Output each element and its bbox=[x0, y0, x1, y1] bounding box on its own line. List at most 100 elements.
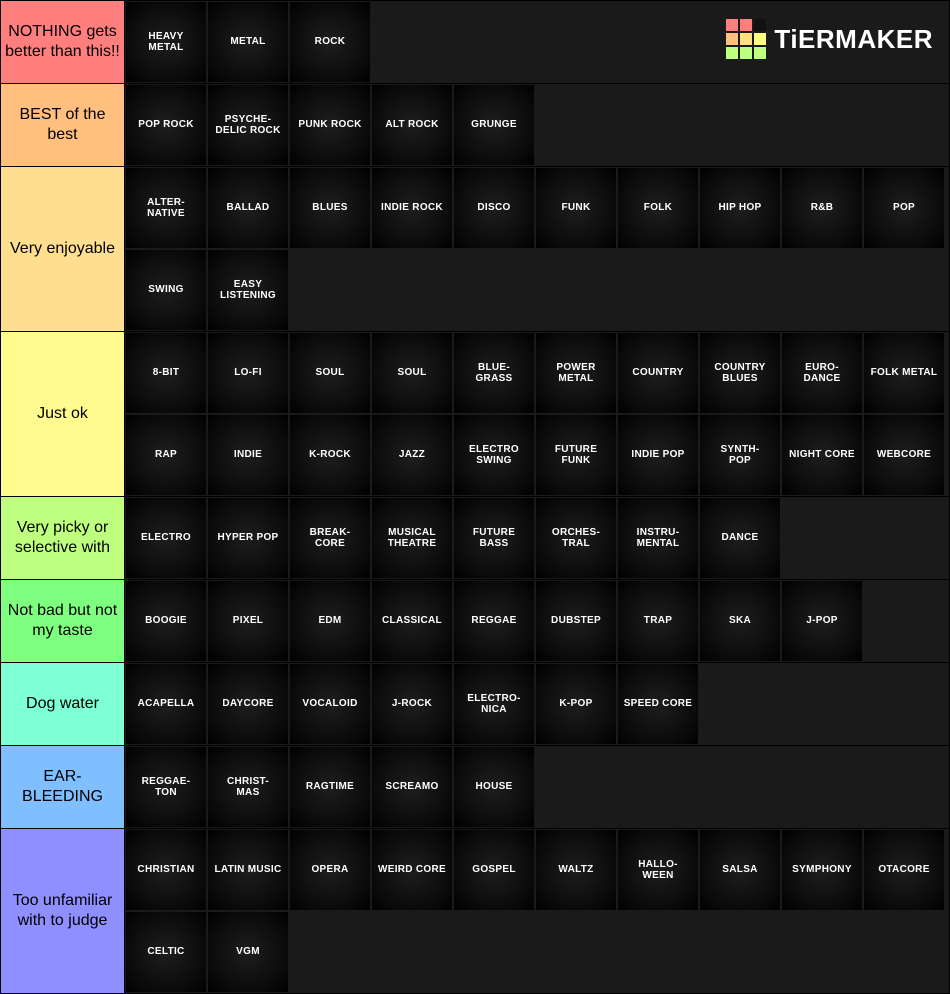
genre-tile[interactable]: RAP bbox=[126, 415, 206, 495]
genre-tile[interactable]: HYPER POP bbox=[208, 498, 288, 578]
genre-tile[interactable]: EASY LISTENING bbox=[208, 250, 288, 330]
genre-tile[interactable]: J-POP bbox=[782, 581, 862, 661]
genre-tile[interactable]: VGM bbox=[208, 912, 288, 992]
tier-label[interactable]: Dog water bbox=[1, 663, 125, 745]
tier-items[interactable]: BOOGIEPIXELEDMCLASSICALREGGAEDUBSTEPTRAP… bbox=[125, 580, 949, 662]
genre-tile[interactable]: SCREAMO bbox=[372, 747, 452, 827]
genre-tile[interactable]: INSTRU-MENTAL bbox=[618, 498, 698, 578]
genre-tile[interactable]: JAZZ bbox=[372, 415, 452, 495]
genre-tile[interactable]: SWING bbox=[126, 250, 206, 330]
tier-label[interactable]: Very enjoyable bbox=[1, 167, 125, 331]
genre-tile[interactable]: POP bbox=[864, 168, 944, 248]
genre-tile[interactable]: POWER METAL bbox=[536, 333, 616, 413]
genre-tile[interactable]: EURO-DANCE bbox=[782, 333, 862, 413]
genre-tile[interactable]: INDIE POP bbox=[618, 415, 698, 495]
genre-tile[interactable]: NIGHT CORE bbox=[782, 415, 862, 495]
genre-tile[interactable]: ELECTRO SWING bbox=[454, 415, 534, 495]
genre-tile[interactable]: VOCALOID bbox=[290, 664, 370, 744]
genre-tile[interactable]: GRUNGE bbox=[454, 85, 534, 165]
genre-tile[interactable]: METAL bbox=[208, 2, 288, 82]
genre-tile[interactable]: LATIN MUSIC bbox=[208, 830, 288, 910]
tier-items[interactable]: REGGAE-TONCHRIST-MASRAGTIMESCREAMOHOUSE bbox=[125, 746, 949, 828]
genre-tile[interactable]: J-ROCK bbox=[372, 664, 452, 744]
genre-tile[interactable]: PUNK ROCK bbox=[290, 85, 370, 165]
genre-tile[interactable]: MUSICAL THEATRE bbox=[372, 498, 452, 578]
tier-label[interactable]: BEST of the best bbox=[1, 84, 125, 166]
genre-tile[interactable]: PIXEL bbox=[208, 581, 288, 661]
tiermaker-logo[interactable]: TiERMAKER bbox=[726, 19, 933, 59]
genre-tile[interactable]: WALTZ bbox=[536, 830, 616, 910]
genre-tile[interactable]: FOLK METAL bbox=[864, 333, 944, 413]
genre-tile[interactable]: HALLO-WEEN bbox=[618, 830, 698, 910]
tier-label[interactable]: Not bad but not my taste bbox=[1, 580, 125, 662]
genre-tile[interactable]: BALLAD bbox=[208, 168, 288, 248]
tier-label[interactable]: Very picky or selective with bbox=[1, 497, 125, 579]
genre-tile[interactable]: HIP HOP bbox=[700, 168, 780, 248]
genre-tile[interactable]: FUTURE BASS bbox=[454, 498, 534, 578]
tier-label[interactable]: EAR-BLEEDING bbox=[1, 746, 125, 828]
genre-tile[interactable]: INDIE bbox=[208, 415, 288, 495]
genre-tile[interactable]: COUNTRY BLUES bbox=[700, 333, 780, 413]
genre-tile[interactable]: ORCHES-TRAL bbox=[536, 498, 616, 578]
genre-tile[interactable]: TRAP bbox=[618, 581, 698, 661]
genre-tile[interactable]: 8-BIT bbox=[126, 333, 206, 413]
genre-tile[interactable]: CELTIC bbox=[126, 912, 206, 992]
genre-tile[interactable]: REGGAE-TON bbox=[126, 747, 206, 827]
tier-items[interactable]: CHRISTIANLATIN MUSICOPERAWEIRD COREGOSPE… bbox=[125, 829, 949, 993]
tier-label[interactable]: Too unfamiliar with to judge bbox=[1, 829, 125, 993]
genre-tile[interactable]: POP ROCK bbox=[126, 85, 206, 165]
genre-tile[interactable]: WEIRD CORE bbox=[372, 830, 452, 910]
genre-tile[interactable]: OPERA bbox=[290, 830, 370, 910]
genre-tile[interactable]: FUTURE FUNK bbox=[536, 415, 616, 495]
genre-tile[interactable]: ACAPELLA bbox=[126, 664, 206, 744]
genre-tile[interactable]: CHRIST-MAS bbox=[208, 747, 288, 827]
genre-tile[interactable]: DAYCORE bbox=[208, 664, 288, 744]
genre-tile[interactable]: SKA bbox=[700, 581, 780, 661]
genre-tile[interactable]: FUNK bbox=[536, 168, 616, 248]
genre-tile[interactable]: K-ROCK bbox=[290, 415, 370, 495]
genre-tile[interactable]: DISCO bbox=[454, 168, 534, 248]
genre-tile[interactable]: BLUES bbox=[290, 168, 370, 248]
tier-items[interactable]: 8-BITLO-FISOULSOULBLUE-GRASSPOWER METALC… bbox=[125, 332, 949, 496]
genre-tile[interactable]: HOUSE bbox=[454, 747, 534, 827]
genre-tile[interactable]: ELECTRO bbox=[126, 498, 206, 578]
genre-tile[interactable]: ROCK bbox=[290, 2, 370, 82]
tier-label[interactable]: NOTHING gets better than this!! bbox=[1, 1, 125, 83]
genre-tile[interactable]: COUNTRY bbox=[618, 333, 698, 413]
genre-tile[interactable]: REGGAE bbox=[454, 581, 534, 661]
genre-tile[interactable]: GOSPEL bbox=[454, 830, 534, 910]
genre-tile[interactable]: ALT ROCK bbox=[372, 85, 452, 165]
genre-tile[interactable]: ELECTRO-NICA bbox=[454, 664, 534, 744]
genre-tile[interactable]: BOOGIE bbox=[126, 581, 206, 661]
genre-tile[interactable]: FOLK bbox=[618, 168, 698, 248]
genre-tile[interactable]: ALTER-NATIVE bbox=[126, 168, 206, 248]
genre-tile[interactable]: SYNTH-POP bbox=[700, 415, 780, 495]
genre-tile[interactable]: RAGTIME bbox=[290, 747, 370, 827]
genre-tile[interactable]: SOUL bbox=[290, 333, 370, 413]
genre-tile[interactable]: HEAVY METAL bbox=[126, 2, 206, 82]
genre-tile[interactable]: CHRISTIAN bbox=[126, 830, 206, 910]
tier-label[interactable]: Just ok bbox=[1, 332, 125, 496]
genre-tile[interactable]: K-POP bbox=[536, 664, 616, 744]
genre-tile[interactable]: WEBCORE bbox=[864, 415, 944, 495]
genre-tile[interactable]: R&B bbox=[782, 168, 862, 248]
tier-items[interactable]: ACAPELLADAYCOREVOCALOIDJ-ROCKELECTRO-NIC… bbox=[125, 663, 949, 745]
genre-tile[interactable]: BLUE-GRASS bbox=[454, 333, 534, 413]
genre-tile[interactable]: SALSA bbox=[700, 830, 780, 910]
genre-tile[interactable]: LO-FI bbox=[208, 333, 288, 413]
genre-tile[interactable]: SOUL bbox=[372, 333, 452, 413]
genre-tile[interactable]: DUBSTEP bbox=[536, 581, 616, 661]
genre-tile[interactable]: EDM bbox=[290, 581, 370, 661]
tier-items[interactable]: HEAVY METALMETALROCK TiERMAKER bbox=[125, 1, 949, 83]
tier-items[interactable]: ALTER-NATIVEBALLADBLUESINDIE ROCKDISCOFU… bbox=[125, 167, 949, 331]
genre-tile[interactable]: OTACORE bbox=[864, 830, 944, 910]
genre-tile[interactable]: SPEED CORE bbox=[618, 664, 698, 744]
genre-tile[interactable]: PSYCHE-DELIC ROCK bbox=[208, 85, 288, 165]
tier-items[interactable]: ELECTROHYPER POPBREAK-COREMUSICAL THEATR… bbox=[125, 497, 949, 579]
genre-tile[interactable]: CLASSICAL bbox=[372, 581, 452, 661]
tier-items[interactable]: POP ROCKPSYCHE-DELIC ROCKPUNK ROCKALT RO… bbox=[125, 84, 949, 166]
genre-tile[interactable]: BREAK-CORE bbox=[290, 498, 370, 578]
genre-tile[interactable]: INDIE ROCK bbox=[372, 168, 452, 248]
genre-tile[interactable]: SYMPHONY bbox=[782, 830, 862, 910]
genre-tile[interactable]: DANCE bbox=[700, 498, 780, 578]
